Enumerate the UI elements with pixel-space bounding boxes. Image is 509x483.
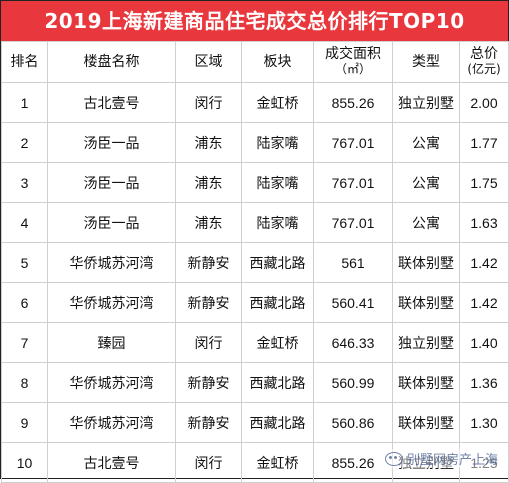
table-row: 1 古北壹号 闵行 金虹桥 855.26 独立别墅 2.00 bbox=[1, 82, 509, 123]
cell-type: 公寓 bbox=[392, 202, 460, 243]
header-area-unit: （㎡） bbox=[334, 62, 371, 76]
table-row: 9 华侨城苏河湾 新静安 西藏北路 560.86 联体别墅 1.30 bbox=[1, 402, 509, 443]
cell-area: 767.01 bbox=[313, 122, 393, 163]
cell-area: 646.33 bbox=[313, 322, 393, 363]
cell-rank: 2 bbox=[1, 122, 48, 163]
table-row: 2 汤臣一品 浦东 陆家嘴 767.01 公寓 1.77 bbox=[1, 122, 509, 163]
cell-name: 华侨城苏河湾 bbox=[47, 362, 176, 403]
cell-district: 浦东 bbox=[175, 162, 242, 203]
cell-name: 华侨城苏河湾 bbox=[47, 242, 176, 283]
cell-rank: 5 bbox=[1, 242, 48, 283]
cell-area: 560.99 bbox=[313, 362, 393, 403]
header-row: 排名 楼盘名称 区域 板块 成交面积 （㎡） 类型 总价 (亿元) bbox=[1, 41, 509, 83]
cell-block: 金虹桥 bbox=[241, 322, 314, 363]
table-row: 5 华侨城苏河湾 新静安 西藏北路 561 联体别墅 1.42 bbox=[1, 242, 509, 283]
cell-rank: 9 bbox=[1, 402, 48, 443]
cell-price: 1.75 bbox=[459, 162, 509, 203]
cell-area: 767.01 bbox=[313, 202, 393, 243]
cell-rank: 4 bbox=[1, 202, 48, 243]
cell-district: 新静安 bbox=[175, 242, 242, 283]
table-row: 7 臻园 闵行 金虹桥 646.33 独立别墅 1.40 bbox=[1, 322, 509, 363]
table-row: 6 华侨城苏河湾 新静安 西藏北路 560.41 联体别墅 1.42 bbox=[1, 282, 509, 323]
cell-rank: 7 bbox=[1, 322, 48, 363]
header-type: 类型 bbox=[392, 41, 460, 83]
cell-district: 闵行 bbox=[175, 442, 242, 483]
cell-area: 560.86 bbox=[313, 402, 393, 443]
watermark-text: 别墅网房产上海 bbox=[406, 453, 498, 468]
cell-district: 新静安 bbox=[175, 362, 242, 403]
cell-block: 陆家嘴 bbox=[241, 162, 314, 203]
cell-rank: 6 bbox=[1, 282, 48, 323]
cell-block: 金虹桥 bbox=[241, 82, 314, 123]
cell-rank: 3 bbox=[1, 162, 48, 203]
cell-block: 西藏北路 bbox=[241, 242, 314, 283]
cell-rank: 1 bbox=[1, 82, 48, 123]
watermark: 别墅网房产上海 bbox=[382, 449, 500, 468]
table-row: 8 华侨城苏河湾 新静安 西藏北路 560.99 联体别墅 1.36 bbox=[1, 362, 509, 403]
table-row: 4 汤臣一品 浦东 陆家嘴 767.01 公寓 1.63 bbox=[1, 202, 509, 243]
cell-block: 金虹桥 bbox=[241, 442, 314, 483]
header-price-label: 总价 bbox=[470, 46, 498, 62]
cell-type: 联体别墅 bbox=[392, 242, 460, 283]
cell-price: 1.30 bbox=[459, 402, 509, 443]
cell-district: 闵行 bbox=[175, 322, 242, 363]
cell-district: 新静安 bbox=[175, 402, 242, 443]
cell-price: 1.25 bbox=[459, 442, 509, 483]
cell-area: 560.41 bbox=[313, 282, 393, 323]
cell-name: 汤臣一品 bbox=[47, 122, 176, 163]
cell-type: 独立别墅 bbox=[392, 82, 460, 123]
cell-block: 陆家嘴 bbox=[241, 202, 314, 243]
cell-area: 855.26 bbox=[313, 442, 393, 483]
cell-district: 新静安 bbox=[175, 282, 242, 323]
cell-rank: 8 bbox=[1, 362, 48, 403]
header-name: 楼盘名称 bbox=[47, 41, 176, 83]
cell-price: 1.42 bbox=[459, 242, 509, 283]
cell-type: 独立别墅 bbox=[392, 322, 460, 363]
header-area-label: 成交面积 bbox=[325, 46, 381, 62]
cell-name: 汤臣一品 bbox=[47, 202, 176, 243]
cell-type: 公寓 bbox=[392, 162, 460, 203]
cell-area: 561 bbox=[313, 242, 393, 283]
cell-name: 古北壹号 bbox=[47, 442, 176, 483]
cell-block: 陆家嘴 bbox=[241, 122, 314, 163]
wechat-icon bbox=[384, 451, 403, 466]
cell-type: 联体别墅 bbox=[392, 282, 460, 323]
cell-name: 古北壹号 bbox=[47, 82, 176, 123]
cell-price: 2.00 bbox=[459, 82, 509, 123]
cell-name: 华侨城苏河湾 bbox=[47, 282, 176, 323]
cell-rank: 10 bbox=[1, 442, 48, 483]
header-price-unit: (亿元) bbox=[467, 62, 501, 76]
cell-price: 1.42 bbox=[459, 282, 509, 323]
cell-name: 臻园 bbox=[47, 322, 176, 363]
cell-area: 767.01 bbox=[313, 162, 393, 203]
cell-price: 1.63 bbox=[459, 202, 509, 243]
cell-district: 浦东 bbox=[175, 202, 242, 243]
cell-district: 浦东 bbox=[175, 122, 242, 163]
table-title: 2019上海新建商品住宅成交总价排行TOP10 bbox=[1, 1, 508, 41]
cell-type: 公寓 bbox=[392, 122, 460, 163]
cell-price: 1.36 bbox=[459, 362, 509, 403]
cell-type: 联体别墅 bbox=[392, 402, 460, 443]
ranking-table: 排名 楼盘名称 区域 板块 成交面积 （㎡） 类型 总价 (亿元) 1 古北壹号闵… bbox=[1, 41, 509, 483]
header-rank: 排名 bbox=[1, 41, 48, 83]
header-district: 区域 bbox=[175, 41, 242, 83]
cell-name: 汤臣一品 bbox=[47, 162, 176, 203]
header-area: 成交面积 （㎡） bbox=[313, 41, 393, 83]
cell-price: 1.40 bbox=[459, 322, 509, 363]
header-price: 总价 (亿元) bbox=[459, 41, 509, 83]
cell-block: 西藏北路 bbox=[241, 282, 314, 323]
cell-price: 1.77 bbox=[459, 122, 509, 163]
header-block: 板块 bbox=[241, 41, 314, 83]
cell-district: 闵行 bbox=[175, 82, 242, 123]
cell-name: 华侨城苏河湾 bbox=[47, 402, 176, 443]
cell-type: 联体别墅 bbox=[392, 362, 460, 403]
cell-block: 西藏北路 bbox=[241, 362, 314, 403]
cell-block: 西藏北路 bbox=[241, 402, 314, 443]
cell-area: 855.26 bbox=[313, 82, 393, 123]
table-row: 3 汤臣一品 浦东 陆家嘴 767.01 公寓 1.75 bbox=[1, 162, 509, 203]
